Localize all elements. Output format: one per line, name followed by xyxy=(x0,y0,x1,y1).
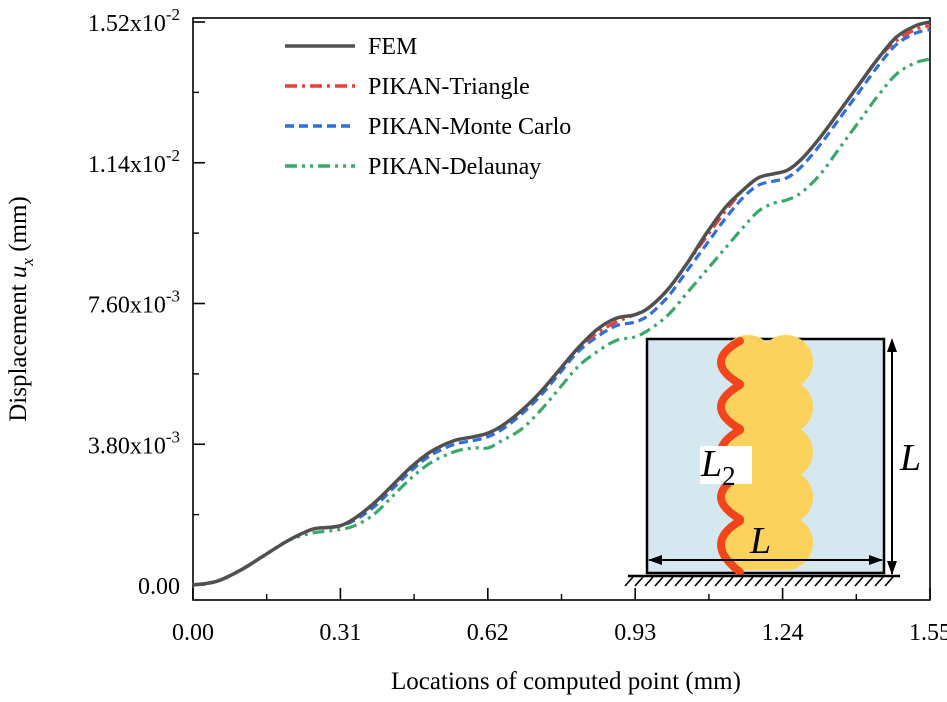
inset-label-l2-box xyxy=(700,446,752,484)
hatch-line xyxy=(774,576,784,587)
legend-label: PIKAN-Triangle xyxy=(368,74,530,100)
inset-ground-hatch xyxy=(624,576,894,587)
x-tick-label: 0.00 xyxy=(172,620,214,646)
hatch-line xyxy=(784,576,794,587)
hatch-line xyxy=(844,576,854,587)
hatch-line xyxy=(874,576,884,587)
hatch-line xyxy=(674,576,684,587)
x-tick-label: 1.24 xyxy=(762,620,804,646)
x-axis-title: Locations of computed point (mm) xyxy=(391,668,741,695)
legend-label: FEM xyxy=(368,34,417,60)
series-line-fem xyxy=(192,20,931,587)
inset-inclusion xyxy=(721,335,813,570)
x-tick-labels: 0.00 0.31 0.62 0.93 1.24 1.55 xyxy=(172,620,947,646)
hatch-line xyxy=(724,576,734,587)
hatch-line xyxy=(624,576,634,587)
hatch-line xyxy=(804,576,814,587)
y-tick-label: 1.14x10-2 xyxy=(88,146,180,178)
hatch-line xyxy=(824,576,834,587)
y-tick-labels: 0.00 3.80x10-3 7.60x10-3 1.14x10-2 1.52x10-2 xyxy=(88,5,180,600)
hatch-line xyxy=(694,576,704,587)
y-tick-label: 3.80x10-3 xyxy=(88,427,180,459)
interface-arc xyxy=(717,337,744,388)
inset-label-height: L xyxy=(899,437,921,479)
hatch-line xyxy=(754,576,764,587)
hatch-line xyxy=(644,576,654,587)
inset-schematic: L2 L L xyxy=(624,335,921,587)
legend: FEM PIKAN-Triangle PIKAN-Monte Carlo PIKAN-… xyxy=(285,34,571,180)
x-tick-label: 0.31 xyxy=(319,620,361,646)
hatch-line xyxy=(634,576,644,587)
inset-width-arrowhead-right xyxy=(869,555,883,565)
hatch-line xyxy=(794,576,804,587)
hatch-line xyxy=(734,576,744,587)
y-tick-label: 7.60x10-3 xyxy=(88,287,180,319)
hatch-line xyxy=(764,576,774,587)
inset-height-arrowhead-bottom xyxy=(887,561,897,575)
hatch-line xyxy=(884,576,894,587)
interface-arc xyxy=(717,517,744,576)
inset-label-width: L xyxy=(749,520,771,562)
x-tick-label: 0.93 xyxy=(614,620,656,646)
y-tick-label: 0.00 xyxy=(138,574,180,600)
legend-label: PIKAN-Delaunay xyxy=(368,154,541,180)
hatch-line xyxy=(744,576,754,587)
x-tick-label: 1.55 xyxy=(909,620,947,646)
hatch-line xyxy=(714,576,724,587)
x-tick-label: 0.62 xyxy=(467,620,509,646)
inset-height-arrowhead-top xyxy=(887,338,897,352)
hatch-line xyxy=(854,576,864,587)
hatch-line xyxy=(864,576,874,587)
y-tick-label: 1.52x10-2 xyxy=(88,5,180,37)
legend-label: PIKAN-Monte Carlo xyxy=(368,114,571,140)
hatch-line xyxy=(704,576,714,587)
interface-arc xyxy=(717,381,744,433)
hatch-line xyxy=(654,576,664,587)
inset-width-arrowhead-left xyxy=(648,555,662,565)
y-axis-title: Displacement ux (mm) xyxy=(5,196,37,422)
hatch-line xyxy=(684,576,694,587)
hatch-line xyxy=(664,576,674,587)
hatch-line xyxy=(814,576,824,587)
hatch-line xyxy=(834,576,844,587)
inset-label-l2: L2 xyxy=(700,443,736,491)
series-lines xyxy=(192,20,931,587)
